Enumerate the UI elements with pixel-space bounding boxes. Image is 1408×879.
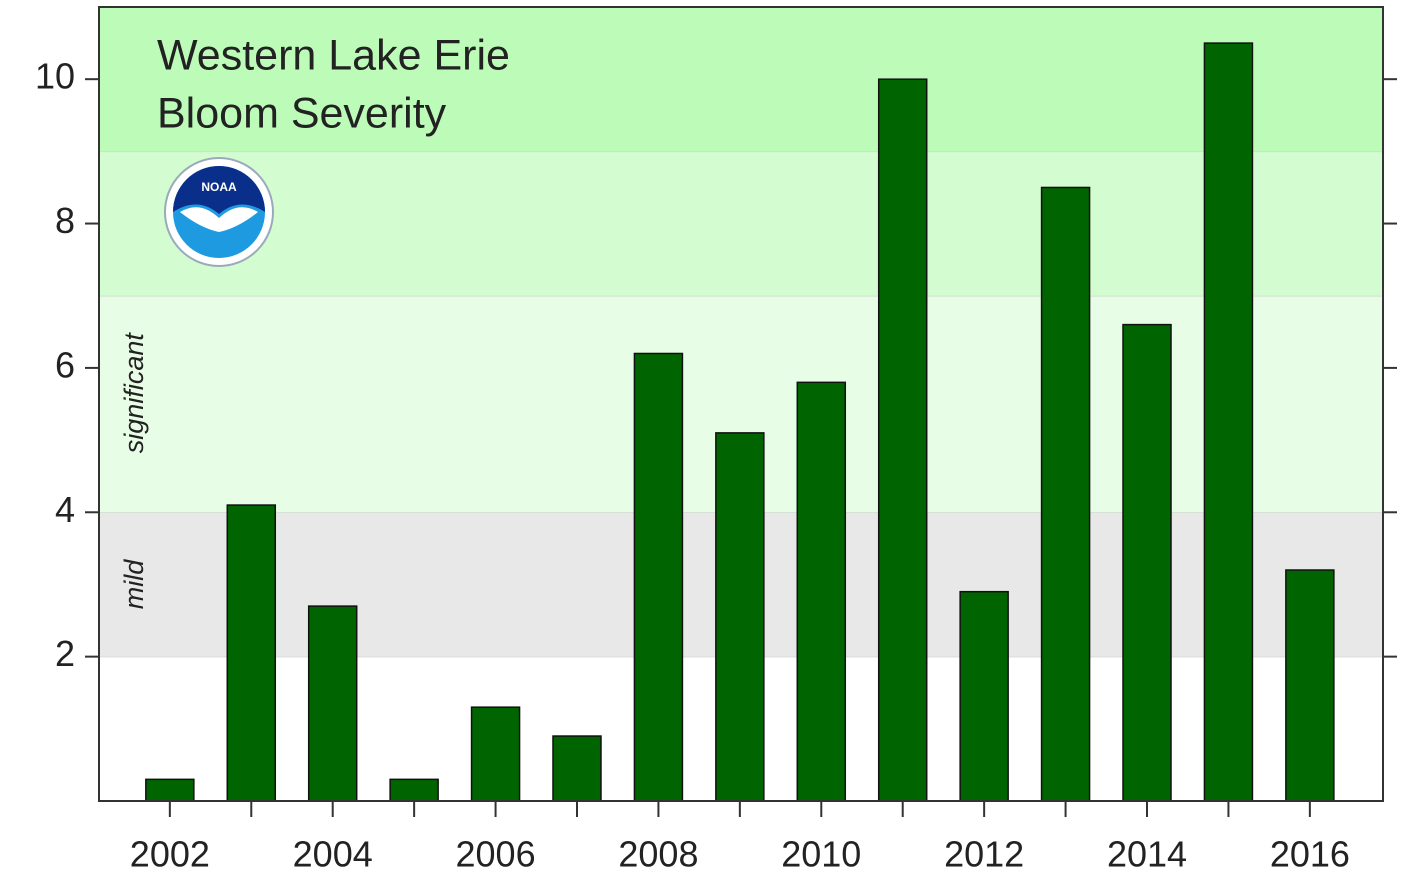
bar [552,735,602,802]
y-tick-label: 10 [35,56,75,97]
y-tick-label: 8 [55,200,75,241]
band-label: mild [119,559,149,609]
x-tick-label: 2004 [293,834,373,874]
bar [307,605,358,802]
x-tick-label: 2002 [130,834,210,874]
bar [959,590,1009,802]
y-tick-label: 2 [55,633,75,674]
plot-frame [98,6,1384,802]
bar [470,706,521,802]
noaa-logo: NOAA [164,157,274,267]
bar [715,432,765,802]
x-tick-label: 2010 [781,834,861,874]
x-tick-label: 2006 [456,834,536,874]
bar [1122,323,1172,802]
x-tick-label: 2016 [1270,834,1350,874]
x-tick-label: 2008 [618,834,698,874]
y-tick-label: 6 [55,344,75,385]
x-tick-label: 2012 [944,834,1024,874]
severity-band [99,7,1383,152]
x-tick-label: 2014 [1107,834,1187,874]
bar [1203,42,1254,802]
logo-text: NOAA [201,180,237,194]
chart-title: Bloom Severity [157,89,447,137]
bar [877,78,928,802]
bar [145,778,195,802]
bar [633,352,684,802]
chart-title: Western Lake Erie [157,31,510,79]
severity-band [99,151,1383,296]
logo-top [173,166,265,214]
bar [389,778,439,802]
bar [226,504,277,802]
bar [796,381,847,802]
content: 2 4 6 8 10 2002 2004 2006 2008 2010 2012 2014 2016 [35,42,1397,875]
y-tick-label: 4 [55,489,75,530]
band-label: significant [119,332,149,454]
bar [1285,569,1335,802]
logo-bird [180,207,258,232]
bar [1040,186,1091,802]
